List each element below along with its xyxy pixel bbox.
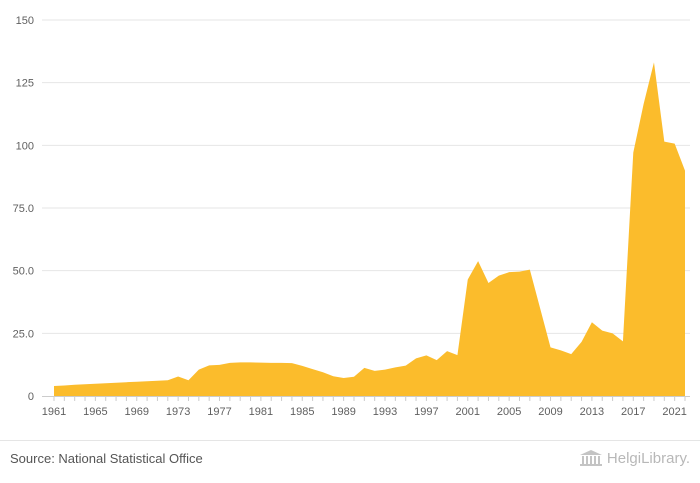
data-point[interactable] (124, 380, 128, 384)
data-point[interactable] (683, 169, 687, 173)
data-point[interactable] (621, 339, 625, 343)
footer-divider (0, 440, 700, 441)
series-area[interactable] (54, 62, 685, 397)
data-point[interactable] (311, 367, 315, 371)
area-chart: 0 25.0 50.0 75.0 100 125 150 1961 1965 1969 1973 19… (13, 15, 690, 418)
y-tick-label: 75.0 (13, 203, 34, 215)
x-tick-label: 1973 (166, 406, 190, 418)
x-tick-label: 2021 (662, 406, 686, 418)
source-note: Source: National Statistical Office (10, 451, 203, 466)
data-point[interactable] (569, 352, 573, 356)
data-point[interactable] (673, 142, 677, 146)
data-point[interactable] (166, 378, 170, 382)
y-tick-label: 0 (28, 391, 34, 403)
data-point[interactable] (528, 268, 532, 272)
data-point[interactable] (476, 259, 480, 263)
data-point[interactable] (218, 363, 222, 367)
y-tick-label: 100 (16, 140, 34, 152)
data-point[interactable] (486, 281, 490, 285)
data-point[interactable] (342, 376, 346, 380)
x-tick-label: 1989 (331, 406, 355, 418)
data-point[interactable] (249, 360, 253, 364)
data-point[interactable] (642, 102, 646, 106)
y-tick-label: 25.0 (13, 328, 34, 340)
data-point[interactable] (145, 379, 149, 383)
x-tick-label: 2009 (538, 406, 562, 418)
x-tick-label: 1985 (290, 406, 314, 418)
data-point[interactable] (404, 364, 408, 368)
data-point[interactable] (104, 381, 108, 385)
library-building-icon (579, 449, 603, 467)
data-point[interactable] (383, 368, 387, 372)
data-point[interactable] (207, 363, 211, 367)
data-point[interactable] (414, 356, 418, 360)
data-point[interactable] (600, 329, 604, 333)
data-point[interactable] (73, 383, 77, 387)
x-tick-label: 1977 (207, 406, 231, 418)
gridlines (42, 19, 690, 334)
data-point[interactable] (517, 270, 521, 274)
x-tick-label: 1997 (414, 406, 438, 418)
data-point[interactable] (93, 382, 97, 386)
data-point[interactable] (114, 381, 118, 385)
data-point[interactable] (631, 151, 635, 155)
brand-logo[interactable]: HelgiLibrary. (579, 449, 690, 467)
x-tick-label: 2013 (580, 406, 604, 418)
data-point[interactable] (259, 361, 263, 365)
data-point[interactable] (290, 361, 294, 365)
data-point[interactable] (559, 348, 563, 352)
data-point[interactable] (662, 140, 666, 144)
data-point[interactable] (497, 274, 501, 278)
data-point[interactable] (176, 374, 180, 378)
x-tick-label: 1969 (125, 406, 149, 418)
data-point[interactable] (331, 374, 335, 378)
y-tick-label: 150 (16, 15, 34, 27)
axes: 0 25.0 50.0 75.0 100 125 150 1961 1965 1969 1973 19… (13, 15, 690, 418)
data-point[interactable] (228, 361, 232, 365)
data-point[interactable] (445, 349, 449, 353)
x-tick-label: 2001 (456, 406, 480, 418)
x-tick-label: 1981 (249, 406, 273, 418)
data-point[interactable] (362, 366, 366, 370)
data-point[interactable] (466, 277, 470, 281)
data-point[interactable] (352, 375, 356, 379)
x-tick-label: 1961 (42, 406, 66, 418)
data-point[interactable] (424, 353, 428, 357)
data-point[interactable] (455, 353, 459, 357)
data-point[interactable] (280, 361, 284, 365)
data-point[interactable] (611, 331, 615, 335)
y-tick-label: 125 (16, 78, 34, 90)
data-point[interactable] (52, 384, 56, 388)
data-point[interactable] (373, 369, 377, 373)
brand-name: HelgiLibrary. (606, 449, 690, 467)
data-point[interactable] (538, 307, 542, 311)
x-tick-label: 1993 (373, 406, 397, 418)
data-point[interactable] (549, 345, 553, 349)
data-point[interactable] (321, 370, 325, 374)
data-point[interactable] (62, 383, 66, 387)
data-point[interactable] (269, 361, 273, 365)
data-point[interactable] (238, 360, 242, 364)
data-point[interactable] (155, 379, 159, 383)
data-point[interactable] (590, 320, 594, 324)
data-point[interactable] (83, 382, 87, 386)
data-point[interactable] (435, 358, 439, 362)
data-point[interactable] (507, 270, 511, 274)
x-tick-label: 2005 (497, 406, 521, 418)
data-point[interactable] (197, 368, 201, 372)
plot-area (52, 60, 687, 397)
y-tick-label: 50.0 (13, 266, 34, 278)
data-point[interactable] (652, 60, 656, 64)
x-tick-label: 2017 (621, 406, 645, 418)
data-point[interactable] (580, 340, 584, 344)
x-tick-label: 1965 (83, 406, 107, 418)
data-point[interactable] (393, 365, 397, 369)
data-point[interactable] (135, 380, 139, 384)
data-point[interactable] (186, 378, 190, 382)
data-point[interactable] (300, 364, 304, 368)
